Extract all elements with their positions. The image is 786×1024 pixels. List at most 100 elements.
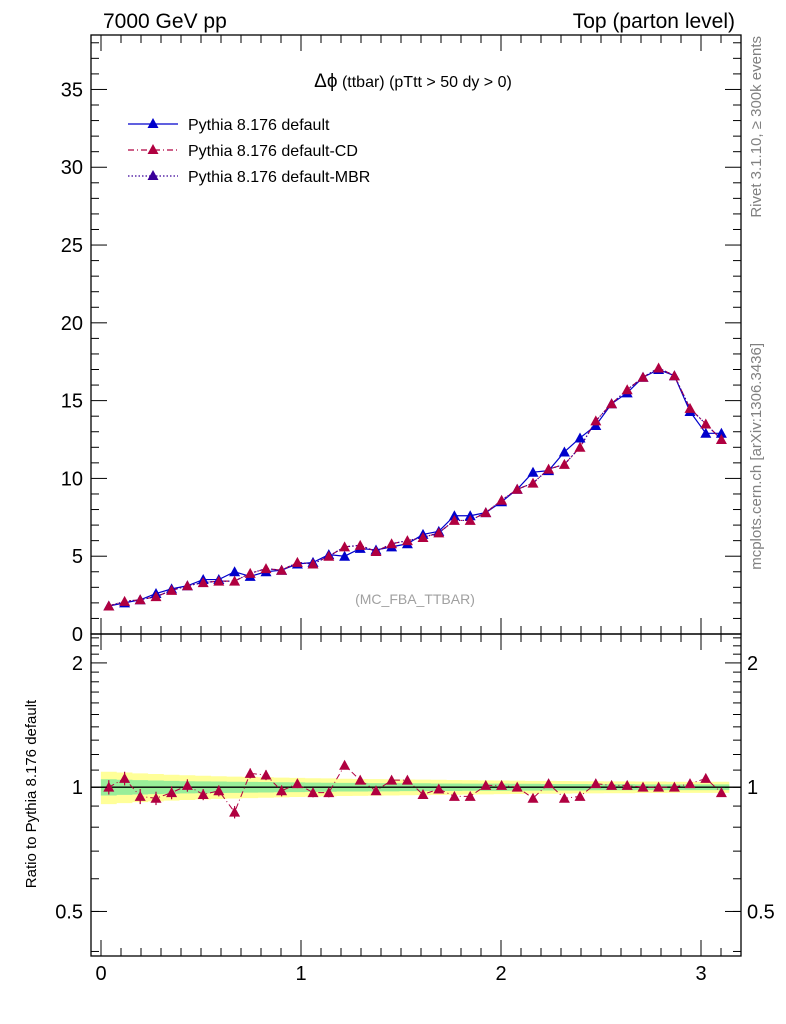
data-point-series-1	[527, 477, 539, 488]
ratio-point	[197, 789, 209, 800]
ratio-point	[244, 767, 256, 778]
title-symbol: Δϕ	[314, 71, 337, 92]
data-point-series-0	[339, 550, 351, 561]
series-line-0	[108, 368, 722, 607]
ratio-point	[166, 787, 178, 798]
ratio-point	[448, 790, 460, 801]
legend-label-default-mbr: Pythia 8.176 default-MBR	[188, 169, 370, 186]
y-tick-label: 15	[61, 391, 83, 413]
data-point-series-1	[134, 594, 146, 605]
ratio-point	[417, 789, 429, 800]
data-point-series-1	[558, 458, 570, 469]
plot-title: Δϕ (ttbar) (pTtt > 50 dy > 0)	[314, 71, 512, 92]
header-right-label: Top (parton level)	[573, 10, 735, 33]
ratio-point	[103, 781, 115, 792]
legend-marker-default	[147, 118, 159, 128]
mcplots-reference-label: mcplots.cern.ch [arXiv:1306.3436]	[748, 343, 765, 570]
data-point-series-1	[401, 535, 413, 546]
x-tick-label: 2	[495, 963, 506, 985]
data-point-series-0	[700, 427, 712, 438]
main-panel-layer: 0 5 10 15 20 25 30 35	[61, 34, 742, 646]
ratio-point	[684, 778, 696, 789]
legend-marker-default-cd	[147, 144, 159, 154]
x-tick-label: 0	[95, 963, 106, 985]
data-point-series-1	[307, 558, 319, 569]
data-point-series-0	[715, 427, 727, 438]
y-tick-label: 0	[72, 624, 83, 646]
data-point-series-1	[448, 514, 460, 525]
data-point-series-1	[715, 434, 727, 445]
ratio-point	[621, 779, 633, 790]
ratio-point	[119, 772, 131, 783]
ratio-point	[496, 779, 508, 790]
ratio-point	[606, 779, 618, 790]
ratio-point	[134, 790, 146, 801]
ratio-point	[637, 781, 649, 792]
ratio-y-tick-label-right: 1	[747, 777, 758, 799]
ratio-point	[229, 806, 241, 817]
ratio-point	[339, 759, 351, 770]
data-point-series-1	[276, 564, 288, 575]
ratio-point	[543, 778, 555, 789]
ratio-y-tick-label: 0.5	[55, 901, 83, 923]
ratio-ylabel: Ratio to Pythia 8.176 default	[23, 699, 40, 888]
data-point-series-1	[653, 362, 665, 373]
data-point-series-1	[323, 550, 335, 561]
data-point-series-1	[621, 384, 633, 395]
data-point-series-1	[496, 494, 508, 505]
ratio-y-tick-label: 2	[72, 653, 83, 675]
data-point-series-1	[464, 514, 476, 525]
ratio-point	[213, 785, 225, 796]
ratio-point	[668, 781, 680, 792]
data-point-series-1	[433, 527, 445, 538]
data-point-series-1	[181, 580, 193, 591]
ratio-point	[700, 772, 712, 783]
ratio-point	[370, 785, 382, 796]
ratio-point	[401, 774, 413, 785]
ratio-line	[108, 764, 722, 814]
data-point-series-1	[119, 595, 131, 606]
rivet-version-label: Rivet 3.1.10, ≥ 300k events	[748, 36, 765, 218]
data-point-series-1	[386, 538, 398, 549]
data-point-series-1	[668, 370, 680, 381]
data-point-series-1	[260, 563, 272, 574]
data-point-series-1	[213, 575, 225, 586]
ratio-point	[276, 785, 288, 796]
y-tick-label: 10	[61, 468, 83, 490]
ratio-point	[291, 778, 303, 789]
data-point-series-0	[558, 446, 570, 457]
ratio-point	[574, 790, 586, 801]
analysis-watermark: (MC_FBA_TTBAR)	[355, 591, 475, 607]
data-point-series-1	[684, 402, 696, 413]
y-tick-label: 25	[61, 235, 83, 257]
data-point-series-1	[417, 532, 429, 543]
header-left-label: 7000 GeV pp	[103, 10, 227, 33]
data-point-series-0	[527, 466, 539, 477]
legend-entry-default-mbr: Pythia 8.176 default-MBR	[128, 169, 370, 186]
ratio-point	[181, 779, 193, 790]
ratio-point	[386, 774, 398, 785]
data-point-series-1	[291, 556, 303, 567]
y-tick-label: 35	[61, 79, 83, 101]
ratio-point	[590, 778, 602, 789]
ratio-point	[558, 792, 570, 803]
y-tick-label: 5	[72, 546, 83, 568]
ratio-point	[480, 779, 492, 790]
data-point-series-1	[103, 600, 115, 611]
ratio-panel-layer: 0 1 2 3 0.5 0.5 1 1 2 2	[55, 633, 775, 985]
series-line-1	[108, 367, 722, 607]
ratio-point	[307, 787, 319, 798]
legend-entry-default: Pythia 8.176 default	[128, 117, 330, 134]
data-point-series-1	[150, 591, 162, 602]
y-tick-label: 20	[61, 313, 83, 335]
data-point-series-0	[229, 566, 241, 577]
data-point-series-1	[166, 584, 178, 595]
data-point-series-1	[637, 371, 649, 382]
ratio-point	[653, 781, 665, 792]
ratio-point	[354, 774, 366, 785]
legend-marker-default-mbr	[147, 170, 159, 180]
ratio-point	[715, 787, 727, 798]
title-rest: (ttbar) (pTtt > 50 dy > 0)	[338, 74, 512, 91]
data-point-series-0	[574, 432, 586, 443]
ratio-point	[527, 792, 539, 803]
